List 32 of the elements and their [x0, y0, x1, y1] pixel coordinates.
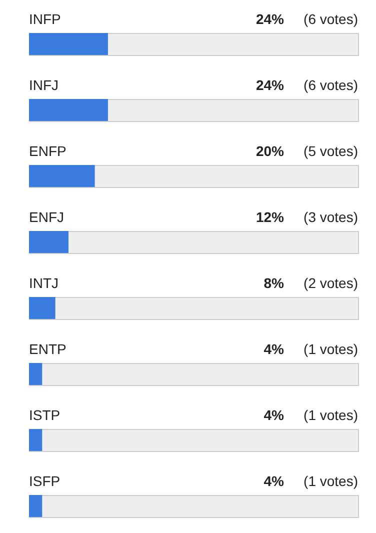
data-label: 8% — [264, 275, 285, 291]
y-tick-label: INTJ — [29, 275, 59, 291]
bar — [29, 495, 42, 517]
annotation: (2 votes) — [304, 275, 358, 291]
data-label: 20% — [256, 143, 285, 159]
data-label: 24% — [256, 77, 285, 93]
y-tick-label: INFP — [29, 11, 61, 27]
annotation: (5 votes) — [304, 143, 358, 159]
data-label: 12% — [256, 209, 285, 225]
bar — [29, 231, 68, 253]
y-tick-label: ENFJ — [29, 209, 64, 225]
y-tick-label: ISTP — [29, 407, 60, 423]
annotation: (1 votes) — [304, 341, 358, 357]
data-label: 4% — [264, 473, 285, 489]
bar — [29, 33, 108, 55]
bar — [29, 165, 95, 187]
bar — [29, 363, 42, 385]
data-label: 4% — [264, 407, 285, 423]
bar — [29, 99, 108, 121]
y-tick-label: ENFP — [29, 143, 66, 159]
annotation: (6 votes) — [304, 77, 358, 93]
bar — [29, 297, 56, 319]
annotation: (6 votes) — [304, 11, 358, 27]
y-tick-label: ISFP — [29, 473, 60, 489]
y-tick-label: ENTP — [29, 341, 66, 357]
data-label: 4% — [264, 341, 285, 357]
data-label: 24% — [256, 11, 285, 27]
annotation: (3 votes) — [304, 209, 358, 225]
annotation: (1 votes) — [304, 407, 358, 423]
bar — [29, 429, 42, 451]
annotation: (1 votes) — [304, 473, 358, 489]
y-tick-label: INFJ — [29, 77, 59, 93]
